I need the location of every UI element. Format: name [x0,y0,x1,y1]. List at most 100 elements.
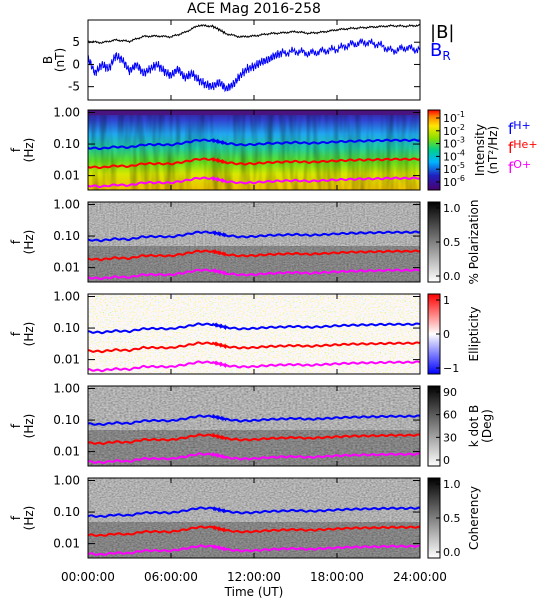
x-tick-label: 12:00:00 [227,570,281,584]
legend-br: BR [430,40,451,63]
y-tick-label: 1.00 [53,197,80,211]
legend-hplus-sub: H+ [513,119,531,132]
colorbar-tick-label: 1.0 [443,202,461,215]
y-axis-label: f [9,515,23,520]
y-tick-label: 1.00 [53,289,80,303]
gyro-line-o-coherency [87,544,421,556]
gyro-line-o-intensity [87,176,421,189]
panel-b-bg [88,20,420,100]
x-axis-label: Time (UT) [224,585,284,599]
y-tick-label: 0.01 [53,353,80,367]
y-tick-label: 0.10 [53,413,80,427]
colorbar-tick-exponent: -4 [457,148,465,157]
y-tick-label: 0.10 [53,137,80,151]
x-tick-label: 18:00:00 [310,570,364,584]
colorbar-label: Coherency [467,486,481,550]
gyro-line-o-polarization [87,268,421,281]
colorbar-tick-label: 0 [443,328,450,341]
gyro-line-he-coherency [87,524,421,538]
gyro-line-he-intensity [87,156,421,170]
y-tick-label: 1.00 [53,105,80,119]
panel-coherency-low-shade [88,522,420,558]
colorbar-tick-label: −1 [443,362,459,375]
y-tick-label: 0.10 [53,321,80,335]
gyro-line-h-kdotb [87,413,421,427]
y-axis-label: f [9,423,23,428]
y-tick-label: 0.10 [53,505,80,519]
gyro-line-h-ellipticity [87,322,421,335]
y-tick-label: 1.00 [53,381,80,395]
colorbar-label: k dot B [467,405,481,447]
colorbar-tick-label: 1 [443,294,450,307]
colorbar-intensity [427,109,441,191]
series-line-br [87,38,421,93]
gyro-line-o-ellipticity [87,360,421,373]
panel-ellipticity-texture [88,294,420,374]
colorbar-label: % Polarization [467,200,481,285]
y-axis-label: (nT) [53,48,67,72]
gyro-line-he-kdotb [87,432,421,446]
x-tick-label: 00:00:00 [61,570,115,584]
colorbar-tick-label: 30 [443,431,457,444]
y-tick-label: 1.00 [53,473,80,487]
y-axis-label: B [41,56,55,64]
y-tick-label: 5 [72,35,80,49]
y-tick-label: 0 [72,57,80,71]
legend-heplus-sub: He+ [513,138,537,151]
y-axis-label: (Hz) [22,414,36,439]
legend-oplus-sub: O+ [513,158,531,171]
legend-heplus-base: f [508,139,514,157]
legend-br-sub: R [442,49,450,63]
legend-hplus-base: f [508,120,514,138]
legend-hplus: fH+ [508,119,531,138]
panel-backgrounds [88,20,420,558]
gyro-line-he-polarization [87,249,421,262]
x-tick-label: 06:00:00 [144,570,198,584]
colorbar-tick-label: 0.5 [443,236,461,249]
colorbar-tick-label: 1.0 [443,478,461,491]
colorbar-tick-label: 0 [443,454,450,467]
colorbar-label: Intensity [473,124,487,176]
y-tick-label: 0.01 [53,169,80,183]
panel-coherency-texture [88,478,420,558]
colorbar-tick-label: 0.5 [443,512,461,525]
colorbar-label: (Deg) [480,409,494,443]
y-tick-label: 0.01 [53,261,80,275]
colorbar-tick-exponent: -2 [457,123,465,132]
gyro-line-h-intensity [87,138,421,151]
colorbar-label: Ellipticity [467,307,481,362]
series-line-bmag [87,23,421,45]
panel-polarization-texture [88,202,420,282]
chart-title: ACE Mag 2016-258 [187,1,321,17]
colorbar-tick-exponent: -6 [457,174,465,183]
colorbar-tick-exponent: -1 [457,110,465,119]
gyro-line-h-polarization [87,230,421,243]
legend-oplus-base: f [508,159,514,177]
legend-bmag: |B| [430,22,454,43]
y-axis-label: (Hz) [22,138,36,163]
y-axis-label: f [9,331,23,336]
y-axis-label: f [9,147,23,152]
y-axis-label: (Hz) [22,230,36,255]
data-lines [87,23,421,556]
y-tick-label: 0.10 [53,229,80,243]
panel-intensity-texture [88,110,420,190]
gyro-line-he-ellipticity [87,341,421,354]
y-tick-label: 0.01 [53,445,80,459]
colorbar-tick-label: 60 [443,409,457,422]
x-tick-label: 24:00:00 [393,570,447,584]
legend-oplus: fO+ [508,158,531,177]
panel-kdotb-texture [88,386,420,466]
colorbar-kdotb [427,385,441,467]
y-axis-label: f [9,239,23,244]
gyro-line-o-kdotb [87,451,421,465]
gyro-line-h-coherency [87,506,421,519]
axes [87,19,441,559]
legend-br-base: B [430,40,442,61]
y-tick-label: -5 [68,80,80,94]
colorbar-tick-exponent: -3 [457,136,465,145]
colorbar-tick-label: 10-6 [443,174,465,189]
y-tick-label: 0.01 [53,537,80,551]
